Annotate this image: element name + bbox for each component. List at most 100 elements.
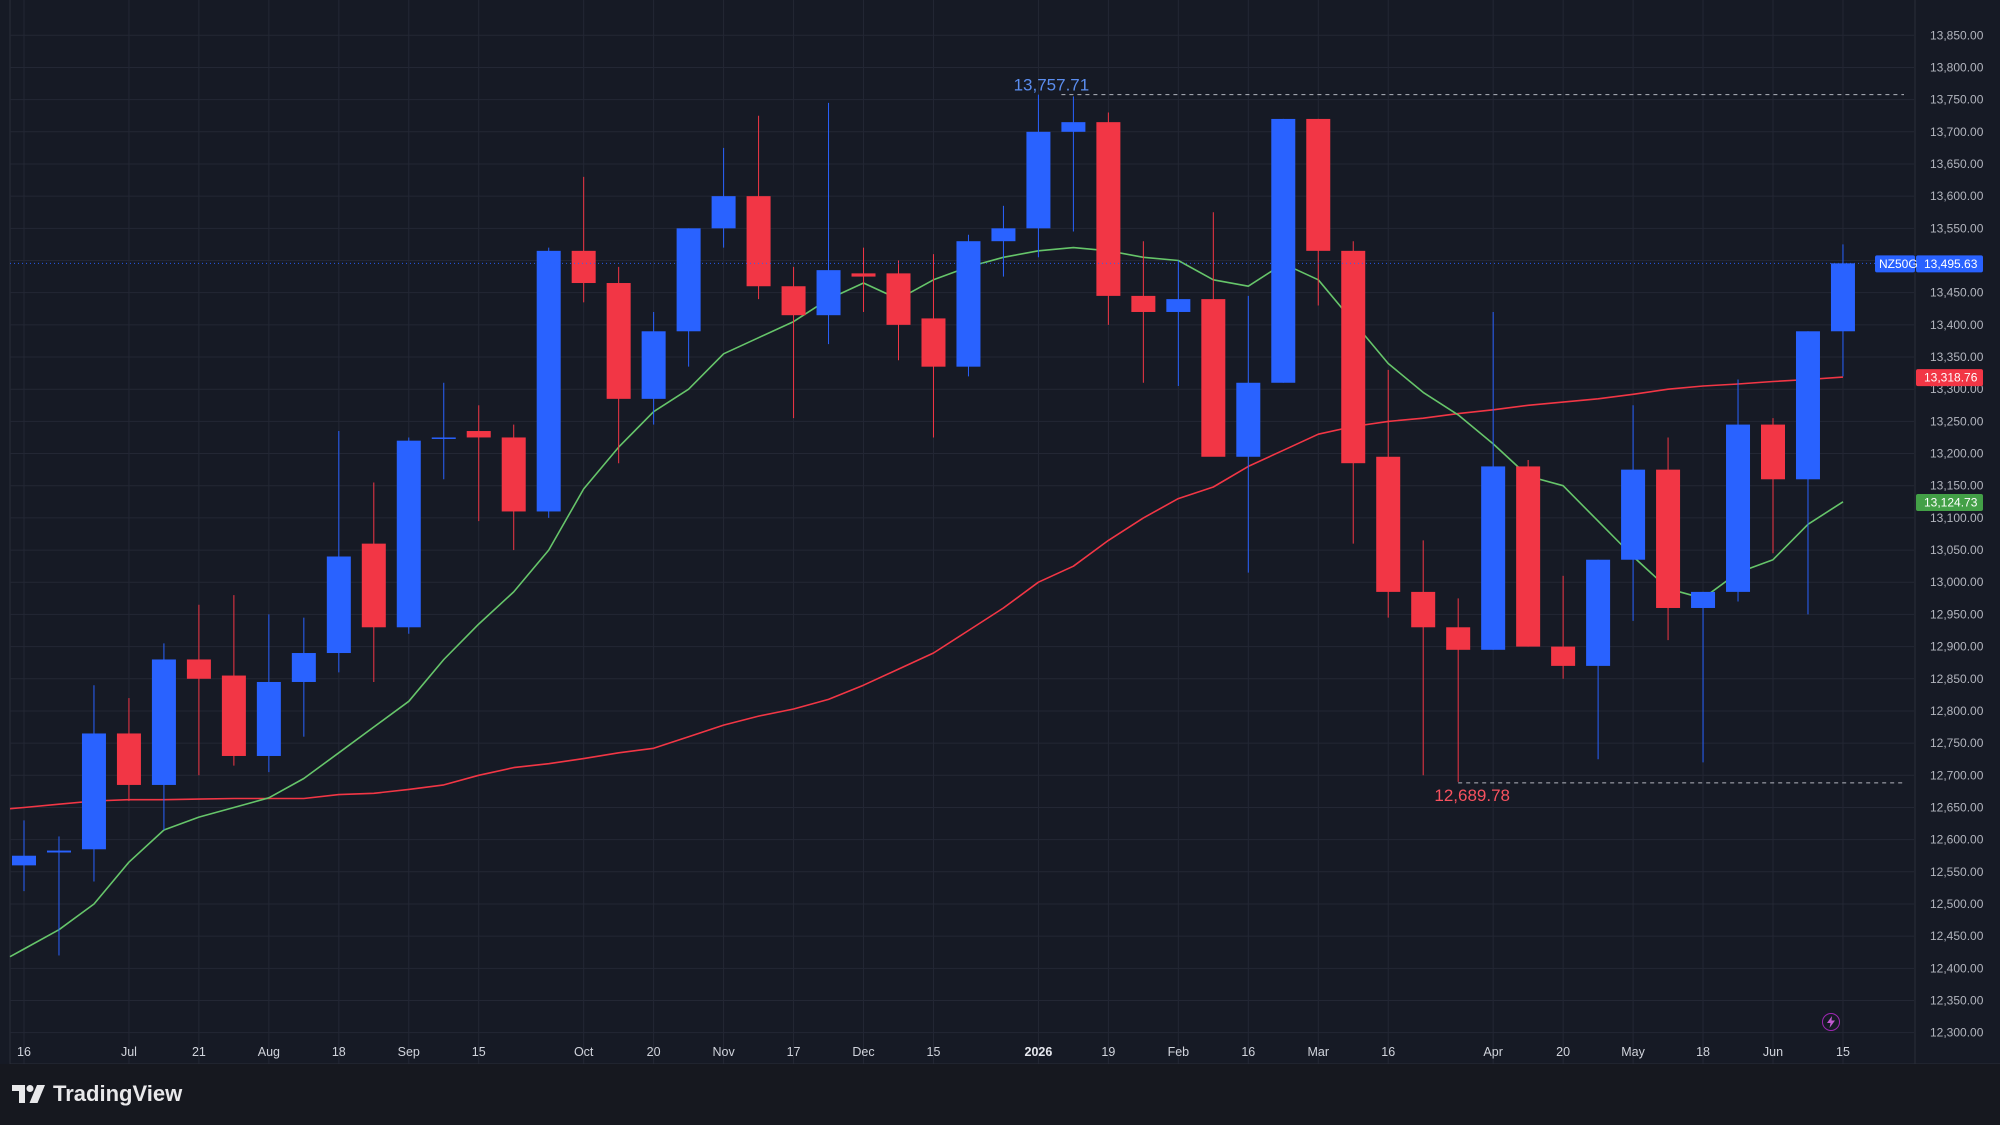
annotations-layer: 13,757.71 12,689.78 <box>10 76 1914 805</box>
candle-body <box>1411 591 1436 628</box>
candle <box>1096 112 1121 325</box>
ma-slow-price-tag-text: 13,318.76 <box>1924 371 1978 385</box>
time-tick-label: May <box>1621 1045 1645 1059</box>
candle-body <box>991 228 1016 242</box>
time-tick-label: 20 <box>647 1045 661 1059</box>
candle-body <box>816 270 841 316</box>
candle <box>326 431 351 673</box>
symbol-tag-text: NZ50G <box>1879 257 1918 271</box>
price-tick-label: 13,650.00 <box>1930 157 1984 171</box>
replay-icon[interactable] <box>1822 1013 1840 1031</box>
price-tick-label: 13,200.00 <box>1930 447 1984 461</box>
time-tick-label: Sep <box>398 1045 420 1059</box>
price-tick-label: 12,350.00 <box>1930 994 1984 1008</box>
candle <box>746 115 771 300</box>
candle-body <box>221 675 246 756</box>
candle <box>606 266 631 464</box>
candle <box>221 595 246 766</box>
high-label: 13,757.71 <box>1014 76 1090 95</box>
price-tick-label: 12,850.00 <box>1930 672 1984 686</box>
candle <box>1726 379 1751 602</box>
price-tick-label: 13,350.00 <box>1930 350 1984 364</box>
candle-body <box>116 733 141 785</box>
candle-body <box>1516 466 1541 647</box>
price-tick-label: 13,800.00 <box>1930 60 1984 74</box>
footer-bar <box>0 1064 2000 1125</box>
candle <box>1376 369 1401 618</box>
price-tick-label: 12,950.00 <box>1930 607 1984 621</box>
candle-body <box>1656 469 1681 608</box>
time-tick-label: Jun <box>1763 1045 1783 1059</box>
candle <box>1516 459 1541 647</box>
candle-body <box>676 228 701 332</box>
candle-body <box>1026 131 1051 229</box>
candle <box>781 266 806 419</box>
candle-body <box>1446 627 1471 650</box>
time-tick-label: 15 <box>1836 1045 1850 1059</box>
candle <box>1446 598 1471 782</box>
time-tick-label: Mar <box>1307 1045 1329 1059</box>
candle <box>466 405 491 522</box>
candle <box>46 836 71 956</box>
candle-body <box>396 440 421 628</box>
candle <box>1551 575 1576 679</box>
candle <box>1236 295 1261 573</box>
price-tick-label: 13,550.00 <box>1930 221 1984 235</box>
candle <box>1691 591 1716 763</box>
tradingview-logo-icon <box>12 1085 45 1103</box>
candle <box>1271 118 1296 383</box>
candle <box>571 176 596 303</box>
price-tick-label: 13,850.00 <box>1930 28 1984 42</box>
candle <box>116 698 141 802</box>
candle <box>1341 241 1366 544</box>
candle <box>1586 559 1611 760</box>
last-price-tag-text: 13,495.63 <box>1924 257 1978 271</box>
time-tick-label: 19 <box>1101 1045 1115 1059</box>
ma-fast-price-tag: 13,124.73 <box>1916 493 1983 511</box>
price-tick-label: 12,900.00 <box>1930 640 1984 654</box>
candle-body <box>571 250 596 284</box>
time-tick-label: Oct <box>574 1045 594 1059</box>
time-tick-label: 2026 <box>1025 1045 1053 1059</box>
tradingview-logo[interactable]: TradingView <box>12 1081 182 1107</box>
candle <box>361 482 386 682</box>
candle <box>1761 418 1785 554</box>
candle-body <box>1271 118 1296 383</box>
candle <box>1131 241 1156 383</box>
symbol-tag: NZ50G <box>1875 255 1918 273</box>
price-tick-label: 12,700.00 <box>1930 768 1984 782</box>
candle <box>991 205 1016 277</box>
price-tick-label: 13,700.00 <box>1930 125 1984 139</box>
candle-body <box>361 543 386 628</box>
candle-body <box>1131 295 1156 312</box>
candle-body <box>1166 299 1191 312</box>
candle-body <box>641 331 666 399</box>
candle-body <box>1586 559 1611 666</box>
candle <box>431 382 456 480</box>
candle <box>886 260 911 361</box>
candle <box>186 604 211 776</box>
candle-body <box>1830 263 1855 332</box>
candle <box>1306 118 1331 306</box>
candle-body <box>851 273 876 277</box>
time-tick-label: 18 <box>1696 1045 1710 1059</box>
candle <box>1656 437 1681 641</box>
brand-name: TradingView <box>53 1081 183 1106</box>
candle-body <box>256 681 281 756</box>
time-tick-label: Aug <box>258 1045 280 1059</box>
candle <box>1026 94 1051 258</box>
candle <box>81 685 106 882</box>
price-tick-label: 13,000.00 <box>1930 575 1984 589</box>
time-tick-label: 15 <box>927 1045 941 1059</box>
candle-body <box>466 431 491 438</box>
candle-body <box>1061 122 1086 132</box>
price-tick-label: 13,600.00 <box>1930 189 1984 203</box>
candle-body <box>886 273 911 325</box>
candle-body <box>12 855 36 866</box>
candle <box>12 820 36 892</box>
time-axis: 16 Jul 21 Aug 18 Sep 15 Oct 20 Nov 17 Dec 15 2026 19 Fe… <box>10 1045 2000 1064</box>
candle-body <box>186 659 211 679</box>
price-tick-label: 13,050.00 <box>1930 543 1984 557</box>
